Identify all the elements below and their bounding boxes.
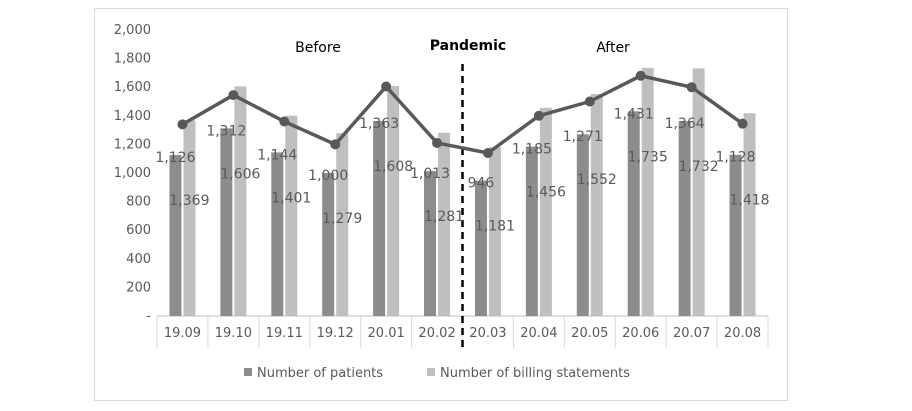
annotation-after: After <box>596 40 630 56</box>
data-label-patients: 1,126 <box>155 150 195 166</box>
bar-patients <box>373 121 386 316</box>
bar-billing <box>387 86 400 316</box>
bar-billing <box>285 115 298 316</box>
trend-line-path <box>181 74 744 155</box>
trend-line-marker <box>279 116 290 127</box>
trend-line-marker <box>737 118 748 129</box>
y-tick-label: 600 <box>126 223 151 238</box>
y-tick-label: 1,800 <box>114 52 151 67</box>
trend-line <box>177 70 748 158</box>
trend-line-marker <box>177 119 188 130</box>
legend-swatch-billing <box>427 368 435 376</box>
bar-patients <box>474 180 487 316</box>
data-label-patients: 1,271 <box>563 129 603 145</box>
data-label-patients: 1,364 <box>665 116 705 132</box>
legend: Number of patients Number of billing sta… <box>244 366 630 381</box>
y-tick-label: 1,600 <box>114 80 151 95</box>
data-label-patients: 1,144 <box>257 147 297 163</box>
trend-line-marker <box>228 90 239 101</box>
y-tick-label: 1,400 <box>114 109 151 124</box>
x-tick-label: 20.05 <box>571 326 608 341</box>
x-tick-label: 19.09 <box>164 326 201 341</box>
data-label-billing: 1,281 <box>424 209 464 225</box>
data-labels: 1,126 1,369 1,312 1,606 1,144 1,401 1,000 1,279… <box>155 106 769 234</box>
x-tick-label: 20.03 <box>469 326 506 341</box>
data-label-billing: 1,552 <box>577 172 617 188</box>
y-axis-ticks: - 200 400 600 800 1,000 1,200 1,400 1,600 1,800 2,… <box>114 23 152 324</box>
trend-line-marker <box>584 96 595 107</box>
bar-patients <box>525 146 538 316</box>
legend-swatch-patients <box>244 368 252 376</box>
y-tick-label: - <box>146 309 151 324</box>
bar-billing <box>743 113 756 316</box>
bar-patients <box>576 134 589 316</box>
data-label-billing: 1,279 <box>322 211 362 227</box>
legend-label-patients: Number of patients <box>257 366 383 381</box>
data-label-billing: 1,181 <box>475 219 515 235</box>
data-label-billing: 1,732 <box>679 159 719 175</box>
x-tick-label: 20.08 <box>724 326 761 341</box>
bar-billing <box>488 147 501 316</box>
y-tick-label: 800 <box>126 195 151 210</box>
y-tick-label: 200 <box>126 280 151 295</box>
data-label-patients: 1,363 <box>359 116 399 132</box>
data-label-patients: 1,128 <box>715 150 755 166</box>
bar-patients <box>627 111 640 316</box>
bar-billing <box>336 133 349 316</box>
data-label-billing: 1,369 <box>169 193 209 209</box>
bar-patients <box>271 152 284 316</box>
bar-billing <box>438 132 451 316</box>
y-tick-label: 1,000 <box>114 166 151 181</box>
data-label-patients: 1,431 <box>614 106 654 122</box>
bar-patients <box>322 173 335 316</box>
x-tick-label: 20.04 <box>520 326 557 341</box>
data-label-patients: 1,312 <box>206 123 246 139</box>
data-label-patients: 946 <box>468 176 495 192</box>
x-tick-label: 20.07 <box>673 326 710 341</box>
data-label-patients: 1,000 <box>308 168 348 184</box>
data-label-billing: 1,418 <box>729 193 769 209</box>
trend-line-marker <box>635 70 646 81</box>
bar-billing <box>641 67 654 317</box>
bar-patients <box>169 154 182 316</box>
data-label-patients: 1,185 <box>512 142 552 158</box>
data-label-billing: 1,735 <box>628 149 668 165</box>
x-axis-ticks: 19.09 19.10 19.11 19.12 20.01 20.02 20.03 20.04… <box>156 316 769 348</box>
trend-line-marker <box>381 81 392 92</box>
x-tick-label: 20.01 <box>368 326 405 341</box>
bar-patients <box>678 120 691 316</box>
annotation-before: Before <box>295 40 341 56</box>
trend-line-marker <box>432 137 443 148</box>
bars <box>169 67 756 317</box>
bar-billing <box>234 86 247 316</box>
bar-billing <box>590 94 603 317</box>
annotation-pandemic: Pandemic <box>430 38 507 54</box>
bar-billing <box>539 107 552 317</box>
y-tick-label: 2,000 <box>114 23 151 38</box>
data-label-billing: 1,606 <box>220 166 260 182</box>
x-tick-label: 20.06 <box>622 326 659 341</box>
x-tick-label: 19.11 <box>266 326 303 341</box>
x-tick-label: 19.12 <box>317 326 354 341</box>
bar-billing <box>183 120 196 316</box>
x-tick-label: 20.02 <box>418 326 455 341</box>
trend-line-marker <box>686 82 697 93</box>
bar-patients <box>424 171 437 316</box>
data-label-patients: 1,013 <box>410 166 450 182</box>
bar-patients <box>729 154 742 316</box>
trend-line-marker <box>482 147 493 158</box>
legend-label-billing: Number of billing statements <box>440 366 630 381</box>
trend-line-marker <box>330 139 341 150</box>
trend-line-marker <box>533 110 544 121</box>
x-tick-label: 19.10 <box>215 326 252 341</box>
data-label-billing: 1,401 <box>271 190 311 206</box>
y-tick-label: 1,200 <box>114 137 151 152</box>
data-label-billing: 1,456 <box>526 185 566 201</box>
bar-billing <box>692 68 705 316</box>
data-label-billing: 1,608 <box>373 159 413 175</box>
bar-patients <box>220 128 233 316</box>
y-tick-label: 400 <box>126 252 151 267</box>
